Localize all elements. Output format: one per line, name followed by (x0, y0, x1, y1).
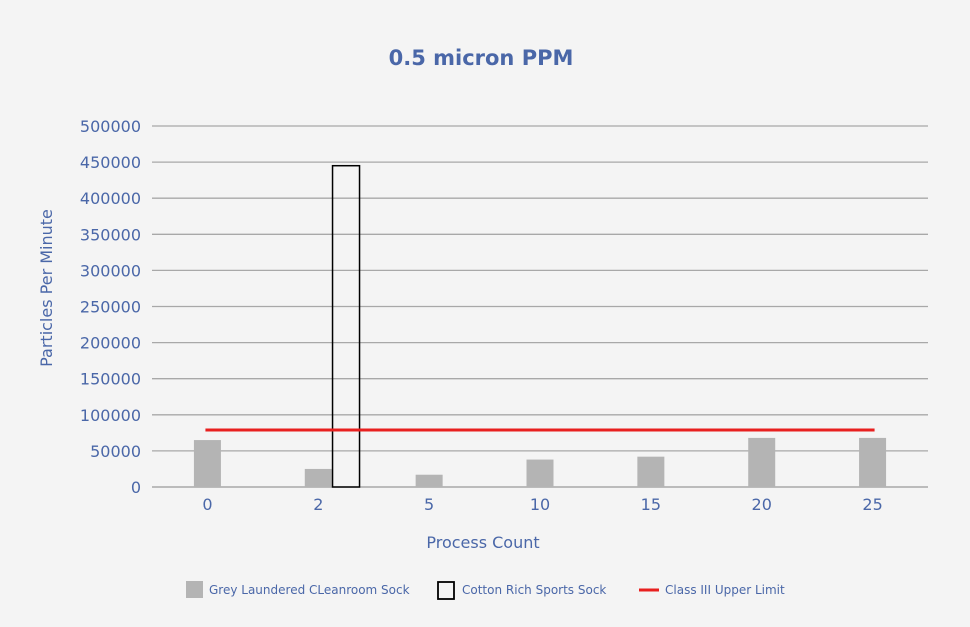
x-tick-label: 2 (313, 495, 323, 514)
y-tick-label: 400000 (80, 189, 141, 208)
x-tick-label: 20 (752, 495, 772, 514)
y-tick-label: 100000 (80, 406, 141, 425)
y-tick-label: 350000 (80, 225, 141, 244)
y-tick-label: 250000 (80, 298, 141, 317)
y-tick-label: 500000 (80, 117, 141, 136)
y-axis-label: Particles Per Minute (37, 209, 56, 367)
bars (193, 164, 887, 488)
bar-grey-sock (415, 474, 443, 487)
y-tick-label: 0 (131, 478, 141, 497)
x-tick-label: 10 (530, 495, 550, 514)
chart-title: 0.5 micron PPM (389, 46, 574, 70)
y-tick-label: 200000 (80, 334, 141, 353)
legend: Grey Laundered CLeanroom Sock Cotton Rich… (186, 581, 785, 600)
x-axis-label: Process Count (426, 533, 539, 552)
bar-grey-sock (193, 440, 221, 487)
y-tick-label: 50000 (90, 442, 141, 461)
x-tick-label: 0 (202, 495, 212, 514)
legend-label: Grey Laundered CLeanroom Sock (209, 583, 410, 597)
x-tick-label: 5 (424, 495, 434, 514)
bar-grey-sock (637, 456, 665, 487)
grid (152, 125, 928, 488)
bar-grey-sock (859, 437, 887, 487)
y-tick-label: 150000 (80, 370, 141, 389)
legend-swatch-outline (437, 581, 455, 600)
bar-grey-sock (304, 468, 332, 487)
y-tick-label: 300000 (80, 261, 141, 280)
legend-label: Cotton Rich Sports Sock (462, 583, 606, 597)
x-tick-label: 15 (641, 495, 661, 514)
bar-grey-sock (748, 437, 776, 487)
bar-grey-sock (526, 459, 554, 487)
x-axis-ticks: 0 2 5 10 15 20 25 (202, 495, 882, 514)
bar-cotton-sock (331, 164, 361, 488)
x-tick-label: 25 (862, 495, 882, 514)
y-axis-ticks: 0 50000 100000 150000 200000 250000 300000 3500… (80, 117, 141, 497)
legend-label: Class III Upper Limit (665, 583, 785, 597)
y-tick-label: 450000 (80, 153, 141, 172)
legend-swatch-grey (186, 581, 203, 598)
